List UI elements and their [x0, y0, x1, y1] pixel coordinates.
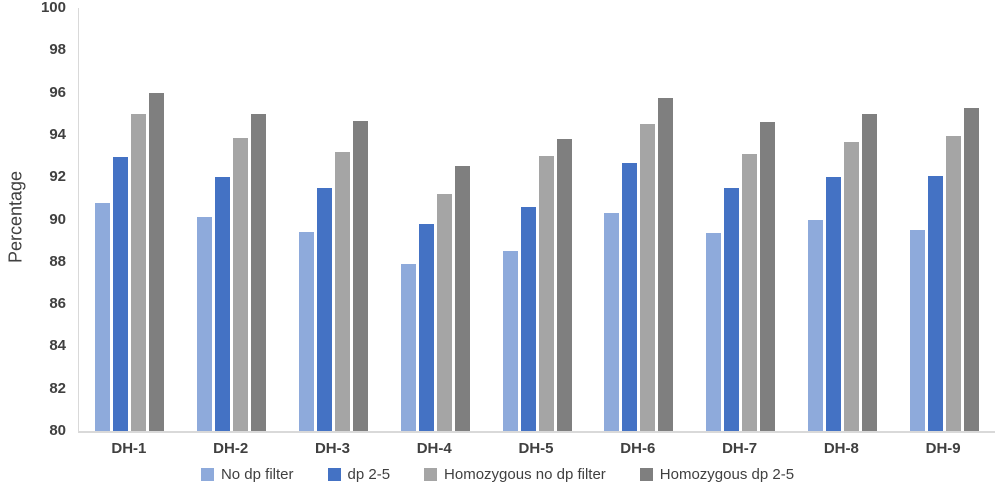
- bar: [861, 113, 877, 431]
- bar-group: [690, 8, 792, 431]
- y-axis: 100 98 96 94 92 90 88 86 84 82 80: [0, 0, 66, 495]
- bar: [131, 113, 147, 431]
- bar: [298, 232, 314, 431]
- y-tick-label: 92: [49, 168, 66, 186]
- legend-swatch-icon: [327, 468, 341, 481]
- bar: [233, 138, 249, 431]
- legend: No dp filter dp 2-5 Homozygous no dp filte…: [0, 466, 995, 483]
- bar: [724, 187, 740, 431]
- bar: [400, 263, 416, 431]
- bar: [658, 97, 674, 431]
- bar-group: [384, 8, 486, 431]
- bar: [640, 124, 656, 431]
- bar: [436, 194, 452, 431]
- bar: [215, 177, 231, 431]
- bar: [113, 157, 129, 431]
- bar-group: [588, 8, 690, 431]
- bar: [760, 122, 776, 431]
- bar: [604, 213, 620, 431]
- bar-group: [791, 8, 893, 431]
- plot-area: [78, 8, 995, 433]
- legend-swatch-icon: [424, 468, 438, 481]
- bar: [945, 135, 961, 431]
- y-tick-label: 98: [49, 41, 66, 59]
- bar: [807, 219, 823, 431]
- legend-label: Homozygous no dp filter: [444, 466, 606, 483]
- bar: [622, 163, 638, 431]
- bar: [197, 217, 213, 431]
- bar-group: [79, 8, 181, 431]
- x-tick-label: DH-6: [620, 440, 656, 457]
- y-tick-label: 100: [40, 0, 66, 16]
- bar: [538, 156, 554, 431]
- y-tick-label: 94: [49, 125, 66, 143]
- bar: [149, 92, 165, 431]
- y-tick-label: 90: [49, 210, 66, 228]
- legend-item: dp 2-5: [327, 466, 391, 483]
- x-tick-label: DH-3: [314, 440, 350, 457]
- y-tick-label: 96: [49, 83, 66, 101]
- bar: [418, 223, 434, 431]
- y-tick-label: 88: [49, 252, 66, 270]
- x-tick-label: DH-2: [213, 440, 249, 457]
- bar-group: [893, 8, 995, 431]
- bar: [825, 177, 841, 431]
- bar: [251, 113, 267, 431]
- y-tick-label: 86: [49, 295, 66, 313]
- y-tick-label: 84: [49, 337, 66, 355]
- x-tick-label: DH-4: [416, 440, 452, 457]
- x-tick-label: DH-7: [722, 440, 758, 457]
- bar: [352, 121, 368, 431]
- x-tick-label: DH-8: [823, 440, 859, 457]
- bar: [843, 142, 859, 431]
- bar: [909, 230, 925, 431]
- legend-swatch-icon: [639, 468, 653, 481]
- bar: [963, 108, 979, 431]
- legend-item: Homozygous no dp filter: [424, 466, 606, 483]
- legend-item: No dp filter: [200, 466, 294, 483]
- bar: [742, 153, 758, 431]
- bar-group: [486, 8, 588, 431]
- x-tick-label: DH-5: [518, 440, 554, 457]
- y-tick-label: 82: [49, 379, 66, 397]
- bar: [95, 202, 111, 431]
- bar: [706, 233, 722, 431]
- bar: [316, 187, 332, 431]
- bar: [454, 165, 470, 431]
- bar-group: [283, 8, 385, 431]
- bar: [927, 176, 943, 431]
- x-tick-label: DH-9: [925, 440, 961, 457]
- legend-item: Homozygous dp 2-5: [639, 466, 795, 483]
- legend-label: dp 2-5: [347, 466, 391, 483]
- bar: [334, 151, 350, 431]
- bar: [556, 139, 572, 431]
- y-tick-label: 80: [49, 422, 66, 439]
- bar: [520, 206, 536, 431]
- x-axis: DH-1 DH-2 DH-3 DH-4 DH-5 DH-6 DH-7 DH-8 DH-9: [78, 440, 994, 457]
- bar: [502, 251, 518, 431]
- legend-label: No dp filter: [220, 466, 294, 483]
- legend-label: Homozygous dp 2-5: [659, 466, 795, 483]
- legend-swatch-icon: [200, 468, 214, 481]
- x-tick-label: DH-1: [111, 440, 147, 457]
- bar-group: [181, 8, 283, 431]
